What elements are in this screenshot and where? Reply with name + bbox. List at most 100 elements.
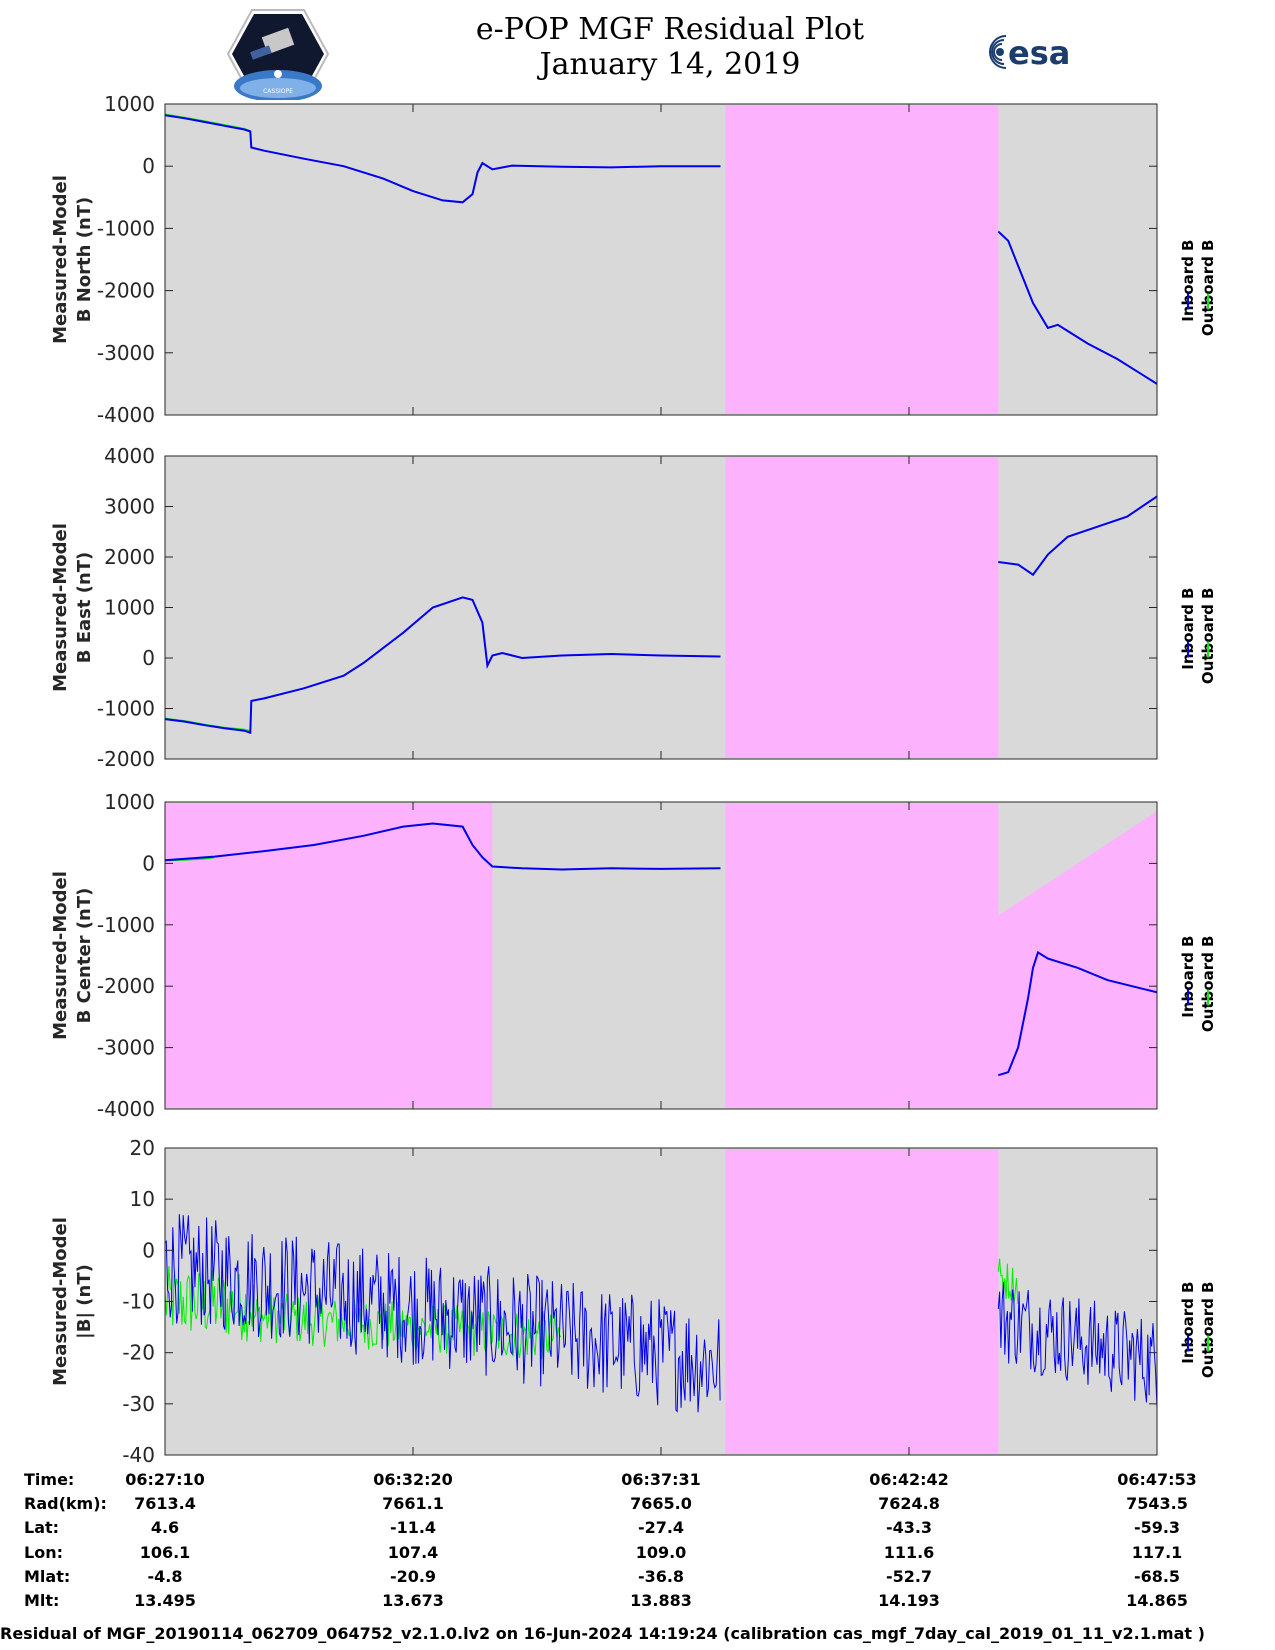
legend-label-inboard: Inboard B (1179, 588, 1197, 670)
panel-1: 1000 0 -1000 -2000 -3000 -4000 Measured-Model B… (50, 92, 1217, 427)
panel-4: 20 10 0 -10 -20 -30 -40 Measured-Model |B| (nT) I… (50, 1136, 1217, 1467)
panel-2: 4000 3000 2000 1000 0 -1000 -2000 Measured-Mode… (50, 444, 1217, 771)
ephem-row-label: Mlt: (24, 1591, 60, 1610)
data-layer (165, 1214, 1157, 1413)
ephem-cell: 06:42:42 (869, 1470, 949, 1489)
y-tick-label: -4000 (97, 1097, 155, 1121)
y-tick-label: 1000 (104, 790, 155, 814)
legend: Inboard B Outboard B (1179, 936, 1217, 1033)
data-layer (165, 822, 1157, 1077)
y-axis-label-line: Measured-Model (50, 1217, 71, 1386)
y-axis-label: Measured-Model B North (nT) (50, 175, 95, 344)
legend-label-inboard: Inboard B (1179, 936, 1197, 1018)
flagged-region (725, 803, 999, 1108)
noise-series-outboard-b (997, 1258, 1019, 1305)
ephem-cell: 7543.5 (1126, 1494, 1188, 1513)
y-tick-label: -30 (122, 1392, 155, 1416)
series-line-inboard-b (997, 230, 1157, 385)
y-tick-label: 1000 (104, 596, 155, 620)
ephem-cell: 06:32:20 (373, 1470, 453, 1489)
legend-label-outboard: Outboard B (1199, 240, 1217, 337)
logo-esa-text: esa (1008, 34, 1070, 72)
legend-label-outboard: Outboard B (1199, 1282, 1217, 1379)
y-tick-label: -2000 (97, 974, 155, 998)
ephem-cell: -68.5 (1133, 1567, 1181, 1586)
series-line-inboard-b (165, 114, 721, 204)
ephem-cell: -11.4 (389, 1518, 437, 1537)
y-tick-label: 4000 (104, 444, 155, 468)
y-tick-label: 20 (130, 1136, 155, 1160)
y-tick-label: -1000 (97, 697, 155, 721)
ephem-cell: -4.8 (147, 1567, 183, 1586)
ephem-cell: 4.6 (150, 1518, 180, 1537)
legend: Inboard B Outboard B (1179, 1282, 1217, 1379)
y-tick-label: 0 (142, 1238, 155, 1262)
ephem-row-label: Time: (24, 1470, 75, 1489)
ephem-cell: 13.883 (630, 1591, 692, 1610)
series-line-inboard-b (998, 950, 1157, 1077)
ephem-cell: -27.4 (637, 1518, 685, 1537)
flagged-region (725, 457, 999, 758)
data-layer (165, 495, 1157, 735)
footer-caption: Residual of MGF_20190114_062709_064752_v… (0, 1624, 1205, 1643)
ephem-row-label: Lon: (24, 1543, 63, 1562)
legend-label-outboard: Outboard B (1199, 588, 1217, 685)
ephem-cell: 14.865 (1126, 1591, 1188, 1610)
ephem-cell: 7665.0 (630, 1494, 692, 1513)
y-tick-label: -2000 (97, 279, 155, 303)
ephem-cell: -20.9 (389, 1567, 437, 1586)
y-axis-label-line: Measured-Model (50, 523, 71, 692)
y-tick-label: 2000 (104, 545, 155, 569)
y-axis-label: Measured-Model |B| (nT) (50, 1217, 95, 1386)
data-layer (165, 113, 1157, 385)
ephem-cell: -36.8 (637, 1567, 685, 1586)
y-tick-label: -3000 (97, 1036, 155, 1060)
y-axis-label-line: B North (nT) (74, 197, 95, 323)
ephem-cell: 06:47:53 (1117, 1470, 1197, 1489)
y-tick-label: 1000 (104, 92, 155, 116)
ephem-cell: -43.3 (885, 1518, 933, 1537)
legend-label-inboard: Inboard B (1179, 240, 1197, 322)
legend: Inboard B Outboard B (1179, 588, 1217, 685)
flagged-region (165, 803, 493, 1108)
ephem-row-label: Mlat: (24, 1567, 71, 1586)
y-axis-label-line: B Center (nT) (74, 888, 95, 1024)
y-axis-label: Measured-Model B East (nT) (50, 523, 95, 692)
y-tick-label: 0 (142, 154, 155, 178)
cassiope-logo: CASSIOPE (226, 9, 330, 100)
y-axis-label-line: Measured-Model (50, 175, 71, 344)
ephem-cell: 106.1 (139, 1543, 191, 1562)
ephem-cell: 14.193 (878, 1591, 940, 1610)
ephem-row-label: Lat: (24, 1518, 60, 1537)
ephem-row-label: Rad(km): (24, 1494, 107, 1513)
logo-cassiope-text: CASSIOPE (263, 88, 293, 95)
ephem-cell: -52.7 (885, 1567, 933, 1586)
y-tick-label: -40 (122, 1443, 155, 1467)
y-axis-label-line: Measured-Model (50, 871, 71, 1040)
y-axis-label-line: B East (nT) (74, 552, 95, 664)
y-tick-label: -1000 (97, 913, 155, 937)
ephem-cell: 7661.1 (382, 1494, 444, 1513)
y-tick-label: -4000 (97, 403, 155, 427)
ephem-cell: 06:37:31 (621, 1470, 701, 1489)
ephem-cell: 7624.8 (878, 1494, 940, 1513)
ephem-cell: 06:27:10 (125, 1470, 205, 1489)
y-tick-label: -10 (122, 1290, 155, 1314)
flagged-region (725, 105, 999, 414)
y-tick-label: 0 (142, 646, 155, 670)
ephem-cell: 107.4 (387, 1543, 439, 1562)
y-tick-label: -1000 (97, 216, 155, 240)
y-axis-label: Measured-Model B Center (nT) (50, 871, 95, 1040)
ephem-cell: 111.6 (883, 1543, 935, 1562)
y-axis-label-line: |B| (nT) (74, 1264, 95, 1339)
legend-label-outboard: Outboard B (1199, 936, 1217, 1033)
y-tick-label: 3000 (104, 495, 155, 519)
ephem-cell: 13.673 (382, 1591, 444, 1610)
series-line-inboard-b (998, 495, 1157, 577)
ephem-cell: 13.495 (134, 1591, 196, 1610)
legend-label-inboard: Inboard B (1179, 1282, 1197, 1364)
series-line-inboard-b (165, 596, 721, 735)
legend: Inboard B Outboard B (1179, 240, 1217, 337)
